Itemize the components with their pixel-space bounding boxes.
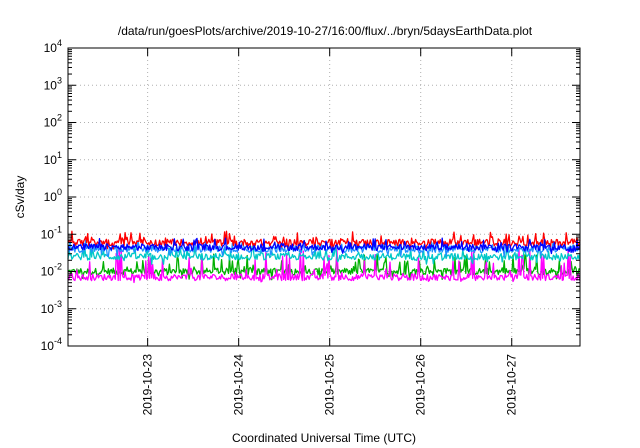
y-tick-label: 103 <box>44 75 62 92</box>
x-tick-label: 2019-10-24 <box>232 354 246 416</box>
x-axis-label: Coordinated Universal Time (UTC) <box>232 431 416 445</box>
series-line <box>67 245 581 265</box>
x-tick-label: 2019-10-25 <box>323 354 337 416</box>
y-tick-label: 102 <box>44 113 62 130</box>
x-tick-label: 2019-10-27 <box>505 354 519 416</box>
series-line <box>67 237 581 255</box>
y-tick-label: 10-4 <box>41 336 62 353</box>
chart-title: /data/run/goesPlots/archive/2019-10-27/1… <box>118 24 533 38</box>
y-tick-label: 10-3 <box>41 299 62 316</box>
y-tick-label: 10-2 <box>41 262 62 279</box>
y-tick-label: 101 <box>44 150 62 167</box>
grid-lines <box>68 48 580 346</box>
y-tick-label: 100 <box>44 187 62 204</box>
x-tick-label: 2019-10-23 <box>141 354 155 416</box>
axis-ticks <box>68 47 580 347</box>
y-tick-labels: 10-4 10-3 10-2 10-1 100 101 102 103 104 <box>41 38 62 353</box>
data-series <box>67 230 581 284</box>
x-tick-labels: 2019-10-23 2019-10-24 2019-10-25 2019-10-26… <box>141 354 519 416</box>
y-tick-label: 104 <box>44 38 62 55</box>
x-tick-label: 2019-10-26 <box>414 354 428 416</box>
y-tick-label: 10-1 <box>41 224 62 241</box>
y-axis-label: cSv/day <box>13 176 27 219</box>
